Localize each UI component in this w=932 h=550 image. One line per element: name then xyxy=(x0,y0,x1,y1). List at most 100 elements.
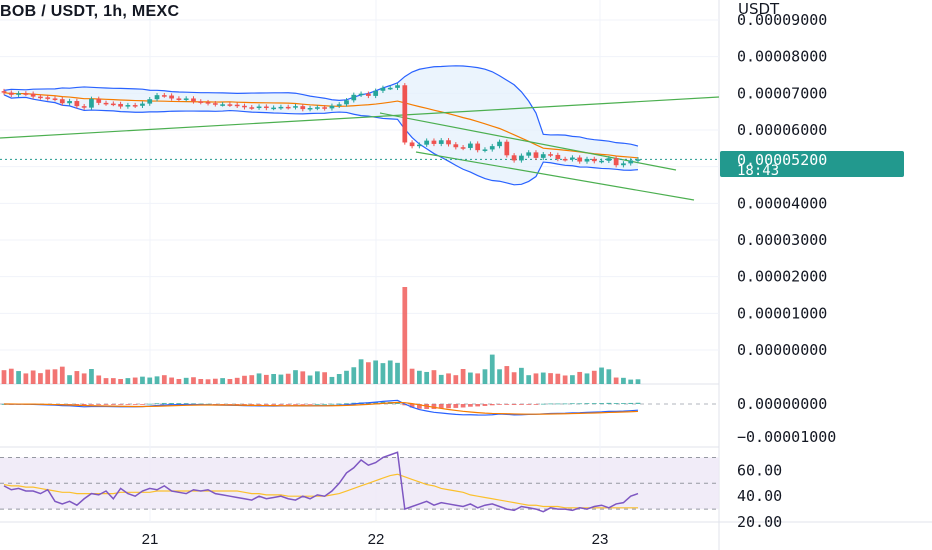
volume-bar xyxy=(205,379,211,384)
volume-bar xyxy=(555,373,561,384)
macd-histogram-bar xyxy=(591,403,597,404)
volume-bar xyxy=(453,375,459,384)
volume-bar xyxy=(621,377,626,384)
volume-bar xyxy=(344,370,349,384)
candle-body xyxy=(23,93,29,95)
candle-body xyxy=(140,103,145,106)
candle-body xyxy=(526,152,532,156)
volume-bar xyxy=(504,366,510,384)
volume-bar xyxy=(256,373,262,384)
candle-body xyxy=(438,140,444,144)
volume-bar xyxy=(526,375,532,384)
volume-bar xyxy=(227,379,233,384)
candle-body xyxy=(511,155,517,161)
moving-average-line xyxy=(3,92,639,159)
volume-bar xyxy=(147,377,153,384)
candle-body xyxy=(220,104,225,106)
volume-bar xyxy=(81,373,87,384)
candle-body xyxy=(81,106,87,108)
volume-bar xyxy=(402,287,408,384)
macd-histogram-bar xyxy=(176,403,182,404)
macd-histogram-bar xyxy=(103,404,109,405)
volume-bar xyxy=(52,369,58,384)
volume-bar xyxy=(278,374,284,384)
candle-body xyxy=(67,101,72,104)
macd-histogram-bar xyxy=(497,404,502,405)
candle-body xyxy=(351,94,357,101)
volume-bar xyxy=(125,378,131,384)
macd-histogram-bar xyxy=(468,404,473,407)
macd-histogram-bar xyxy=(577,403,583,405)
macd-signal-line xyxy=(3,401,639,415)
price-tick-label: 0.00000000 xyxy=(737,341,827,359)
volume-bar xyxy=(191,377,196,384)
candle-body xyxy=(555,154,561,159)
volume-bar xyxy=(380,363,386,384)
time-tick-label: 22 xyxy=(368,531,385,548)
macd-histogram-bar xyxy=(191,403,196,405)
candle-body xyxy=(30,93,36,97)
macd-histogram-bar xyxy=(548,403,553,405)
candle-body xyxy=(497,141,502,147)
volume-bar xyxy=(599,367,604,384)
candle-body xyxy=(548,154,553,156)
volume-bar xyxy=(519,367,524,384)
candle-body xyxy=(424,140,430,145)
macd-histogram-bar xyxy=(431,404,437,410)
candle-body xyxy=(519,155,524,161)
volume-bar xyxy=(482,369,488,384)
volume-bar xyxy=(183,377,189,384)
volume-bar xyxy=(336,374,342,384)
time-tick-label: 23 xyxy=(592,531,609,548)
macd-histogram-bar xyxy=(271,404,277,405)
current-price-value: 0.00005200 xyxy=(737,151,828,169)
macd-histogram-bar xyxy=(613,403,619,404)
candle-body xyxy=(249,107,255,109)
macd-histogram-bar xyxy=(555,403,561,405)
candle-body xyxy=(96,98,102,103)
volume-bar xyxy=(584,373,590,384)
volume-bar xyxy=(577,371,583,384)
macd-histogram-bar xyxy=(336,403,342,405)
candle-body xyxy=(118,103,123,107)
candle-body xyxy=(198,101,204,103)
volume-bar xyxy=(38,373,43,384)
macd-histogram-bar xyxy=(314,403,320,405)
macd-histogram-bar xyxy=(446,404,451,409)
macd-histogram-bar xyxy=(621,403,626,404)
volume-bar xyxy=(220,378,225,384)
macd-histogram-bar xyxy=(606,402,612,404)
candle-body xyxy=(533,152,539,158)
macd-histogram-bar xyxy=(460,404,466,408)
macd-histogram-bar xyxy=(540,403,546,405)
candle-body xyxy=(314,107,320,109)
macd-histogram-bar xyxy=(526,404,532,405)
volume-bar xyxy=(329,376,335,384)
candle-body xyxy=(322,107,328,109)
rsi-line xyxy=(3,451,639,513)
candle-body xyxy=(154,95,160,100)
candle-body xyxy=(161,95,167,97)
volume-bar xyxy=(365,362,371,384)
candle-body xyxy=(475,143,481,151)
volume-bar xyxy=(23,373,29,384)
volume-bar xyxy=(475,373,481,384)
macd-histogram-bar xyxy=(198,403,204,405)
time-axis-labels: 21 22 23 xyxy=(142,531,609,548)
current-price-badge: 0.00005200 18:43 xyxy=(720,151,904,179)
macd-line xyxy=(3,399,639,416)
macd-histogram-bar xyxy=(562,403,568,405)
trend-line xyxy=(0,96,720,139)
candle-body xyxy=(577,157,583,162)
candle-body xyxy=(344,100,349,105)
price-tick-label: 0.00001000 xyxy=(737,304,827,322)
volume-bar xyxy=(293,370,298,384)
macd-histogram-bar xyxy=(220,404,225,405)
candle-body xyxy=(504,141,510,156)
volume-bar xyxy=(395,362,400,384)
candle-body xyxy=(584,158,590,162)
candlesticks xyxy=(1,83,641,168)
macd-histogram-bar xyxy=(96,404,102,405)
candle-body xyxy=(387,87,393,90)
